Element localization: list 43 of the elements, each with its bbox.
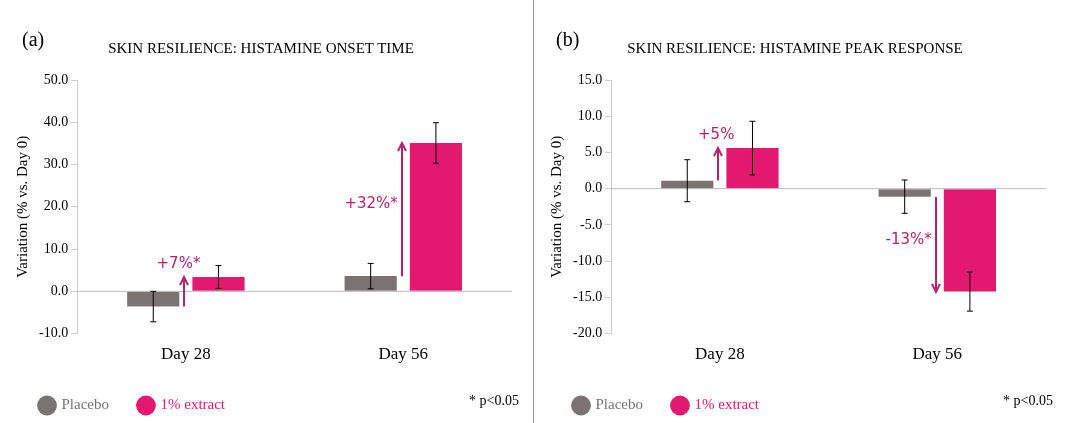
y-tick-label: 10.0: [577, 107, 603, 123]
legend-label: Placebo: [595, 396, 643, 413]
text: (a): [22, 28, 45, 51]
bar: [409, 142, 462, 291]
chart-title: SKIN RESILIENCE: HISTAMINE ONSET TIME: [108, 39, 414, 56]
text: (b): [556, 28, 580, 51]
bar: [344, 276, 397, 291]
y-tick-label: 0.0: [584, 180, 603, 196]
annotation: -13%*: [885, 230, 932, 249]
bar: [726, 148, 779, 189]
x-tick-label: Day 56: [378, 344, 429, 364]
y-axis-title: Variation (% vs. Day 0): [547, 135, 565, 278]
text: * p<0.05: [1003, 393, 1053, 409]
legend-label: Placebo: [61, 396, 109, 413]
y-tick-label: -20.0: [572, 325, 603, 341]
bar: [943, 189, 996, 292]
y-tick-label: 5.0: [584, 144, 603, 160]
y-tick-label: 15.0: [577, 71, 603, 87]
x-tick-label: Day 28: [161, 344, 211, 364]
bar: [878, 189, 931, 197]
y-tick-label: 0.0: [50, 283, 69, 299]
y-tick-label: -15.0: [572, 289, 603, 305]
x-tick-label: Day 28: [695, 344, 745, 364]
text: * p<0.05: [469, 393, 519, 409]
annotation: +5%: [698, 125, 735, 144]
annotation: +32%*: [344, 193, 398, 212]
y-axis-title: Variation (% vs. Day 0): [13, 135, 31, 278]
y-tick-label: -10.0: [38, 325, 69, 341]
annotation: +7%*: [156, 253, 201, 272]
y-tick-label: 40.0: [43, 113, 69, 129]
y-tick-label: -10.0: [572, 252, 603, 268]
chart-title: SKIN RESILIENCE: HISTAMINE PEAK RESPONSE: [627, 39, 963, 56]
x-tick-label: Day 56: [912, 344, 963, 364]
y-tick-label: -5.0: [579, 216, 603, 232]
bar: [661, 180, 714, 189]
bar: [192, 276, 245, 291]
y-tick-label: 30.0: [43, 156, 69, 172]
bar: [127, 291, 180, 307]
y-tick-label: 50.0: [43, 71, 69, 87]
legend-label: 1% extract: [694, 396, 760, 413]
y-tick-label: 20.0: [43, 198, 69, 214]
legend-label: 1% extract: [160, 396, 226, 413]
y-tick-label: 10.0: [43, 240, 69, 256]
